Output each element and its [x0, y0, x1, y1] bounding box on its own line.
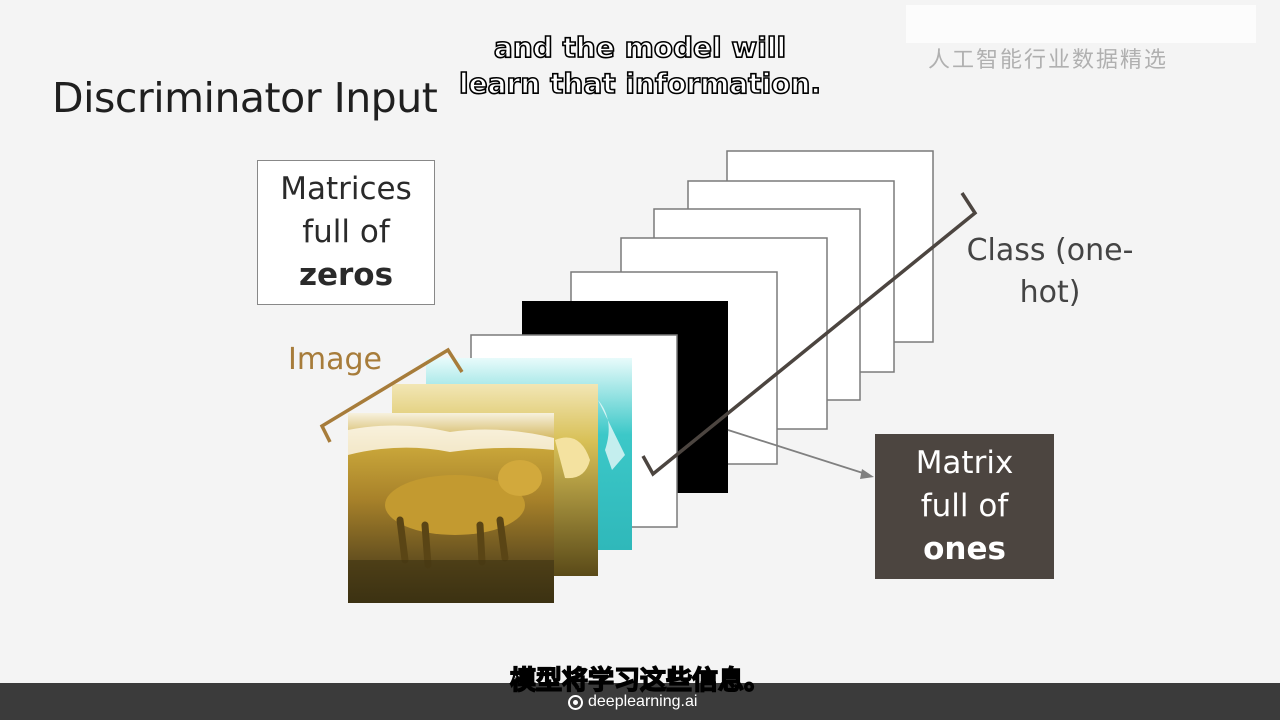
zeros-matrices-label: Matrices full of zeros [257, 160, 435, 305]
ones-arrow-head [860, 469, 874, 479]
bottom-bar [0, 683, 1280, 720]
zeros-label-line-2: full of [302, 214, 390, 250]
image-bracket [319, 347, 464, 443]
subtitle-chinese: 模型将学习这些信息。 [509, 665, 770, 696]
image-channel-photo [348, 413, 554, 603]
ones-label-line-2: full of [920, 488, 1009, 524]
ones-label-line-1: Matrix [915, 445, 1014, 481]
ones-label-line-3: ones [923, 531, 1006, 567]
class-one-hot-label: Class (one- hot) [955, 230, 1145, 314]
image-label: Image [288, 342, 382, 377]
class-label-line-2: hot) [1019, 275, 1081, 310]
watermark-text: 人工智能行业数据精选 [928, 47, 1169, 72]
class-label-line-1: Class (one- [966, 233, 1134, 268]
zeros-label-line-1: Matrices [280, 171, 412, 207]
zeros-label-line-3: zeros [298, 257, 394, 293]
brand-logo: deeplearning.ai [568, 692, 697, 712]
subtitle-english-line-1: and the model will [493, 30, 787, 65]
subtitle-english-line-2: learn that information. [458, 66, 822, 101]
class-bracket [641, 192, 978, 477]
deeplearning-logo-icon [568, 694, 583, 710]
slide-title: Discriminator Input [52, 74, 438, 122]
watermark-box [906, 5, 1256, 43]
ones-matrix-label: Matrix full of ones [875, 434, 1054, 579]
ones-arrow-line [727, 429, 867, 475]
brand-name: deeplearning.ai [588, 693, 698, 710]
subtitle-english: and the model will learn that informatio… [440, 30, 840, 102]
